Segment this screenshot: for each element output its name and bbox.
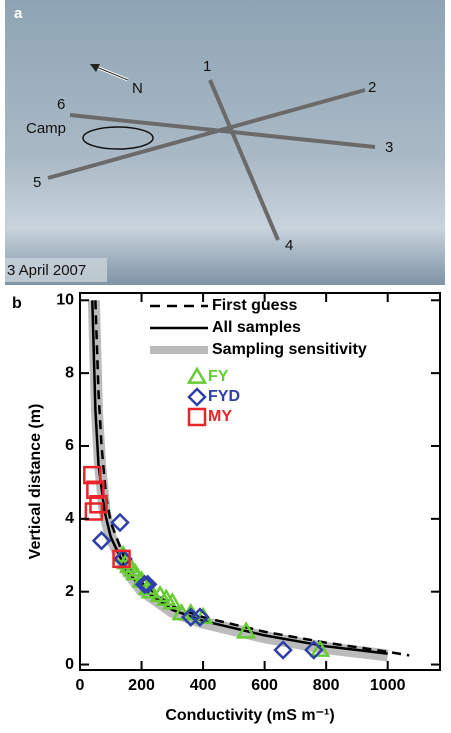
- x-tick-label: 200: [128, 677, 155, 694]
- legend-label: All samples: [212, 319, 301, 336]
- square-marker: [187, 407, 207, 427]
- diamond-marker: [304, 640, 324, 660]
- diamond-marker: [187, 387, 207, 407]
- transect-label: 5: [33, 174, 41, 191]
- transect-label: 1: [203, 58, 211, 75]
- photo-panel: a N 1 2 3 4 5 6 Camp 3 April 2007: [5, 0, 445, 285]
- y-tick-label: 2: [65, 583, 74, 600]
- y-tick-label: 4: [65, 510, 74, 527]
- transect: [47, 88, 366, 180]
- panel-label: a: [14, 5, 23, 22]
- transect-label: 2: [368, 79, 376, 96]
- diamond-marker: [190, 607, 210, 627]
- triangle-marker: [235, 621, 257, 639]
- square-marker: [86, 480, 105, 499]
- square-marker: [89, 495, 108, 514]
- y-tick-label: 10: [56, 292, 74, 309]
- diamond-marker: [91, 530, 112, 551]
- x-axis-label: Conductivity (mS m⁻¹): [165, 707, 334, 724]
- square-marker: [83, 465, 102, 485]
- square-marker: [84, 502, 104, 521]
- north-arrow: [93, 65, 129, 81]
- transect: [208, 79, 280, 241]
- y-tick-label: 0: [65, 656, 74, 673]
- y-tick-label: 8: [65, 364, 74, 381]
- date-label: 3 April 2007: [7, 262, 86, 279]
- transect-label: 3: [385, 139, 393, 156]
- panel-label: b: [12, 295, 22, 312]
- camp-label: Camp: [26, 120, 66, 137]
- transect: [69, 113, 376, 149]
- x-tick-label: 1000: [370, 677, 406, 694]
- legend-label: First guess: [212, 297, 297, 314]
- x-tick-label: 400: [190, 677, 217, 694]
- north-arrow-head: [90, 64, 100, 72]
- legend-label: FY: [208, 368, 229, 385]
- x-tick-label: 600: [251, 677, 278, 694]
- photo: [5, 0, 445, 285]
- plot-frame: [79, 292, 441, 671]
- x-tick-label: 0: [76, 677, 85, 694]
- camp-ellipse: [82, 126, 154, 150]
- legend-label: Sampling sensitivity: [212, 341, 367, 358]
- diamond-marker: [134, 574, 155, 595]
- square-marker: [112, 549, 131, 569]
- transect-label: 4: [285, 237, 293, 254]
- x-tick-label: 800: [313, 677, 340, 694]
- transect-label: 6: [57, 96, 65, 113]
- triangle-marker: [162, 592, 183, 610]
- diamond-marker: [137, 574, 158, 595]
- y-axis-label: Vertical distance (m): [27, 404, 44, 560]
- diamond-marker: [273, 640, 293, 660]
- triangle-marker: [186, 366, 208, 384]
- north-label: N: [132, 80, 143, 97]
- diamond-marker: [110, 512, 130, 533]
- chart-panel: b Sampling sensitivity First guess All sam…: [12, 292, 441, 724]
- triangle-marker: [125, 563, 146, 581]
- y-tick-label: 6: [65, 437, 74, 454]
- legend-label: FYD: [208, 388, 240, 405]
- triangle-marker: [309, 639, 331, 657]
- date-box: [5, 258, 107, 282]
- transects: [47, 79, 376, 241]
- legend-label: MY: [208, 408, 232, 425]
